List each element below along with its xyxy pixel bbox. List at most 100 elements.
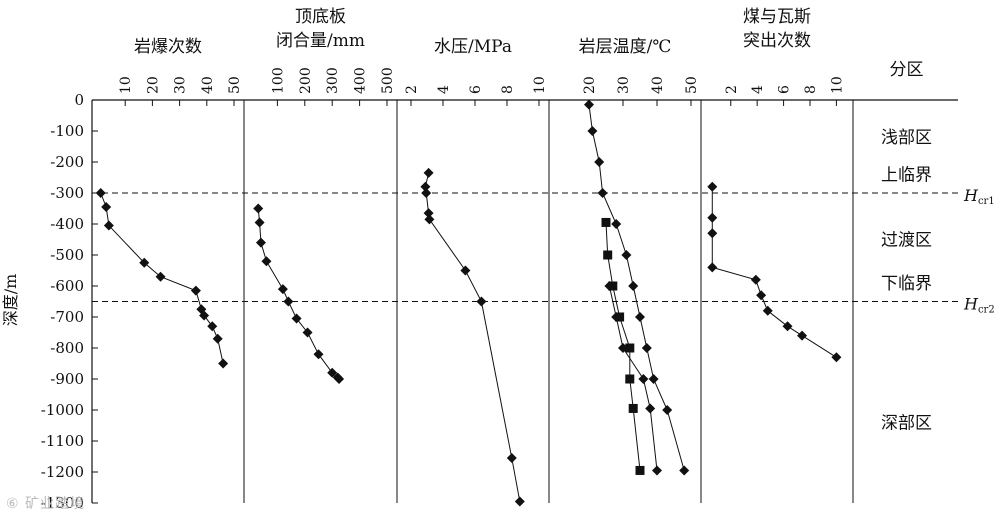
series-line xyxy=(711,186,837,358)
data-point-diamond xyxy=(218,358,229,369)
data-point-square xyxy=(628,403,638,413)
data-point-square xyxy=(625,374,635,384)
y-tick-label: -1300 xyxy=(41,494,84,512)
data-point-square xyxy=(603,250,613,260)
data-point-diamond xyxy=(95,188,106,198)
series-line xyxy=(588,104,685,471)
panel-title: 岩层温度/℃ xyxy=(579,37,672,57)
data-point-diamond xyxy=(277,284,288,295)
x-tick-label: 2 xyxy=(404,85,420,94)
data-point-diamond xyxy=(424,214,435,225)
y-tick-label: -200 xyxy=(50,153,84,171)
data-point-diamond xyxy=(139,257,150,268)
data-point-diamond xyxy=(327,367,338,378)
x-tick-label: 30 xyxy=(173,76,189,94)
x-tick-label: 20 xyxy=(145,76,161,94)
data-point-diamond xyxy=(255,237,266,248)
data-point-diamond xyxy=(679,465,690,476)
data-point-diamond xyxy=(103,220,114,231)
y-tick-label: 0 xyxy=(74,91,84,109)
data-point-diamond xyxy=(628,281,639,291)
x-tick-label: 2 xyxy=(724,85,740,94)
data-point-square xyxy=(601,217,611,227)
y-tick-label: -100 xyxy=(50,122,84,140)
data-point-diamond xyxy=(334,374,345,384)
zone-label: 过渡区 xyxy=(881,231,932,251)
data-point-diamond xyxy=(797,330,808,341)
x-tick-label: 10 xyxy=(532,76,548,94)
x-tick-label: 40 xyxy=(200,76,216,94)
series-line xyxy=(608,285,658,471)
y-tick-label: -1200 xyxy=(41,463,84,481)
data-point-diamond xyxy=(283,296,294,307)
data-point-diamond xyxy=(207,321,218,332)
panel-title: 煤与瓦斯 xyxy=(743,7,811,27)
threshold-label: Hcr2 xyxy=(963,295,995,316)
data-point-diamond xyxy=(155,271,166,282)
x-tick-label: 8 xyxy=(803,85,819,94)
data-point-diamond xyxy=(190,285,201,296)
data-point-diamond xyxy=(302,327,313,338)
data-point-diamond xyxy=(707,212,718,223)
data-point-diamond xyxy=(635,312,645,322)
data-point-diamond xyxy=(707,228,718,239)
data-point-diamond xyxy=(101,201,112,212)
data-point-diamond xyxy=(199,310,210,321)
y-tick-label: -400 xyxy=(50,215,84,233)
data-point-diamond xyxy=(594,157,605,167)
data-point-diamond xyxy=(641,343,652,353)
data-point-diamond xyxy=(707,181,718,192)
x-tick-label: 40 xyxy=(650,76,666,94)
data-point-diamond xyxy=(707,262,718,273)
y-axis-title: 深度/m xyxy=(1,274,20,327)
x-tick-label: 4 xyxy=(436,85,452,94)
threshold-label-sub: cr1 xyxy=(978,196,995,207)
x-tick-label: 10 xyxy=(829,76,845,94)
x-tick-label: 6 xyxy=(777,85,793,94)
zone-label: 浅部区 xyxy=(881,128,932,148)
data-point-diamond xyxy=(618,343,628,353)
panel-title: 顶底板 xyxy=(295,7,346,27)
data-point-diamond xyxy=(662,405,673,415)
data-point-diamond xyxy=(831,352,842,363)
x-tick-label: 400 xyxy=(353,67,369,94)
data-point-square xyxy=(635,465,645,475)
y-tick-label: -700 xyxy=(50,308,84,326)
x-tick-label: 50 xyxy=(227,76,243,94)
data-point-diamond xyxy=(212,333,223,344)
data-point-diamond xyxy=(756,290,767,301)
x-tick-label: 30 xyxy=(616,76,632,94)
data-point-square xyxy=(625,343,635,353)
data-point-diamond xyxy=(254,217,265,228)
series-line xyxy=(424,172,521,502)
data-point-diamond xyxy=(750,274,761,285)
data-point-diamond xyxy=(648,374,659,384)
data-point-diamond xyxy=(652,465,662,476)
threshold-label-sub: cr2 xyxy=(978,305,995,316)
data-point-diamond xyxy=(782,321,793,332)
data-point-diamond xyxy=(762,305,773,316)
panel-title: 岩爆次数 xyxy=(134,37,202,57)
data-point-diamond xyxy=(261,256,272,267)
data-point-diamond xyxy=(423,167,434,178)
data-point-diamond xyxy=(506,453,517,464)
y-tick-label: -900 xyxy=(50,370,84,388)
series-line xyxy=(257,208,340,380)
data-point-diamond xyxy=(584,99,594,110)
data-point-diamond xyxy=(611,219,622,229)
panel-title: 闭合量/mm xyxy=(276,31,365,51)
x-tick-label: 300 xyxy=(325,67,341,94)
data-point-diamond xyxy=(645,403,656,414)
y-tick-label: -300 xyxy=(50,184,84,202)
data-point-diamond xyxy=(291,313,302,324)
x-tick-label: 6 xyxy=(468,85,484,94)
panel-title: 水压/MPa xyxy=(434,37,512,57)
data-point-diamond xyxy=(604,281,615,291)
x-tick-label: 200 xyxy=(298,67,314,94)
x-tick-label: 500 xyxy=(380,67,396,94)
x-tick-label: 4 xyxy=(750,85,766,94)
y-tick-label: -800 xyxy=(50,339,84,357)
data-point-diamond xyxy=(611,312,622,322)
x-tick-label: 8 xyxy=(500,85,516,94)
